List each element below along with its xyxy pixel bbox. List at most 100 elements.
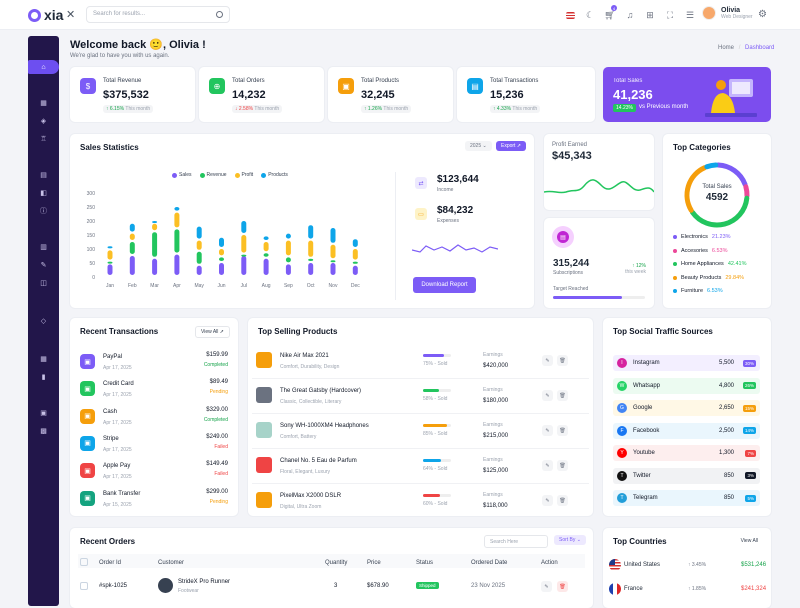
donut-center-value: 4592 bbox=[705, 192, 729, 203]
delete-icon[interactable]: 🗑︎ bbox=[557, 495, 568, 506]
sidebar-item-icons[interactable]: ▩ bbox=[40, 428, 47, 435]
top-selling-title: Top Selling Products bbox=[258, 327, 338, 336]
sidebar-item-stack[interactable]: ◇ bbox=[40, 318, 47, 325]
close-icon[interactable]: ✕ bbox=[66, 9, 76, 21]
google-icon: G bbox=[617, 403, 627, 413]
country-change: ↑ 1.85% bbox=[688, 586, 707, 592]
sidebar-item-apps[interactable]: ▦ bbox=[40, 100, 47, 107]
sidebar-item-dashboard[interactable]: ⌂ bbox=[28, 60, 59, 74]
cart-count-badge: 4 bbox=[611, 5, 617, 11]
edit-icon[interactable]: ✎ bbox=[542, 495, 553, 506]
download-report-button[interactable]: Download Report bbox=[413, 277, 476, 293]
social-row-telegram[interactable]: T Telegram 850 5% bbox=[613, 490, 760, 506]
category-percent: 21.23% bbox=[711, 234, 731, 240]
delete-icon[interactable]: 🗑︎ bbox=[557, 581, 568, 592]
y-tick-label: 300 bbox=[87, 191, 96, 197]
bar-revenue-nov bbox=[330, 260, 336, 263]
social-row-instagram[interactable]: I Instagram 5,500 30% bbox=[613, 355, 760, 371]
apps-icon[interactable]: ⊞ bbox=[646, 9, 654, 20]
sidebar-item-maps[interactable]: ▣ bbox=[40, 410, 47, 417]
delete-icon[interactable]: 🗑︎ bbox=[557, 425, 568, 436]
edit-icon[interactable]: ✎ bbox=[542, 460, 553, 471]
top-countries-title: Top Countries bbox=[613, 537, 667, 546]
category-name: Beauty Products bbox=[681, 274, 722, 281]
product-thumbnail bbox=[256, 387, 272, 403]
social-row-facebook[interactable]: F Facebook 2,500 14% bbox=[613, 422, 760, 439]
app-logo[interactable]: xia bbox=[28, 7, 63, 23]
bar-sales-may bbox=[196, 265, 202, 275]
sidebar-item-packages[interactable]: ◈ bbox=[40, 118, 47, 125]
orders-search-input[interactable]: Search Here bbox=[484, 535, 548, 548]
user-profile[interactable]: Olivia Web Designer bbox=[702, 6, 753, 20]
edit-icon[interactable]: ✎ bbox=[542, 425, 553, 436]
stat-value: 14,232 bbox=[232, 89, 266, 101]
category-percent: 42.41% bbox=[727, 261, 747, 267]
sidebar-item-tables[interactable]: ▦ bbox=[40, 356, 47, 363]
sidebar-item-gifts[interactable]: ◫ bbox=[40, 280, 47, 287]
sidebar-item-awards[interactable]: ♖ bbox=[40, 136, 47, 143]
sidebar-item-pages[interactable]: ▤ bbox=[40, 172, 47, 179]
person-illustration-icon bbox=[705, 79, 757, 117]
sidebar-item-layers[interactable]: ◧ bbox=[40, 190, 47, 197]
transaction-row[interactable]: ▣ Stripe Apr 17, 2025 $249.00 Failed bbox=[80, 434, 228, 454]
year-select[interactable]: 2025 ⌄ bbox=[465, 141, 492, 151]
social-row-youtube[interactable]: Y Youtube 1,300 7% bbox=[613, 445, 760, 461]
breadcrumb-home[interactable]: Home bbox=[718, 45, 735, 51]
delete-icon[interactable]: 🗑︎ bbox=[557, 460, 568, 471]
category-dot bbox=[673, 248, 677, 253]
edit-icon[interactable]: ✎ bbox=[542, 355, 553, 366]
view-all-button[interactable]: View All ➚ bbox=[194, 326, 230, 338]
social-row-whatsapp[interactable]: W Whatsapp 4,800 26% bbox=[613, 377, 760, 394]
social-row-google[interactable]: G Google 2,650 15% bbox=[613, 400, 760, 416]
row-checkbox[interactable] bbox=[80, 582, 88, 590]
subscriptions-card: ▤ 315,244 Subscriptions ↑ 12% this week T… bbox=[544, 218, 654, 308]
search-placeholder: Search for results... bbox=[93, 11, 146, 17]
export-button[interactable]: Export ➚ bbox=[496, 141, 527, 151]
country-name: United States bbox=[624, 562, 661, 568]
cart-icon[interactable]: 🛒︎ 4 bbox=[604, 5, 617, 20]
social-value: 5,500 bbox=[718, 360, 734, 366]
x-tick-label: Jul bbox=[241, 283, 247, 289]
transaction-row[interactable]: ▣ Credit Card Apr 17, 2025 $89.49 Pending bbox=[80, 379, 228, 399]
column-header-quantity: Quantity bbox=[325, 560, 348, 566]
sidebar-item-documents[interactable]: ▥ bbox=[40, 244, 47, 251]
order-id[interactable]: #spk-1025 bbox=[99, 583, 128, 589]
notification-bell-icon[interactable]: ♫︎ bbox=[626, 10, 634, 20]
social-value: 4,800 bbox=[718, 382, 734, 389]
bar-sales-dec bbox=[352, 265, 358, 275]
social-row-twitter[interactable]: T Twitter 850 3% bbox=[613, 467, 760, 484]
transaction-row[interactable]: ▣ PayPal Apr 17, 2025 $159.99 Completed bbox=[80, 352, 228, 372]
select-all-checkbox[interactable] bbox=[80, 558, 88, 566]
language-flag-icon[interactable] bbox=[560, 8, 580, 22]
youtube-icon: Y bbox=[617, 448, 627, 458]
x-tick-label: Mar bbox=[150, 283, 159, 289]
edit-icon[interactable]: ✎ bbox=[542, 390, 553, 401]
bar-profit-dec bbox=[352, 249, 358, 260]
fullscreen-icon[interactable]: ⛶ bbox=[666, 9, 674, 20]
menu-icon[interactable]: ☰ bbox=[685, 9, 695, 20]
total-sales-compare: vs Previous month bbox=[639, 104, 689, 110]
delete-icon[interactable]: 🗑︎ bbox=[557, 355, 568, 366]
sidebar-item-charts[interactable]: ▮ bbox=[41, 374, 46, 381]
transaction-row[interactable]: ▣ Cash Apr 17, 2025 $329.00 Completed bbox=[80, 407, 228, 427]
dark-mode-icon[interactable]: ☾ bbox=[585, 9, 595, 20]
countries-view-all-button[interactable]: View All bbox=[736, 536, 763, 546]
transaction-name: Credit Card bbox=[103, 381, 134, 388]
chart-legend: Sales Revenue Profit Products bbox=[172, 172, 288, 178]
search-input[interactable]: Search for results... bbox=[86, 6, 230, 23]
edit-icon[interactable]: ✎ bbox=[541, 581, 552, 592]
sold-label: 60% - Sold bbox=[423, 501, 448, 507]
income-icon: ⇄ bbox=[415, 177, 427, 189]
transaction-status: Pending bbox=[209, 389, 228, 396]
sidebar-item-tools[interactable]: ✎ bbox=[40, 262, 47, 269]
category-row: Furniture 6.53% bbox=[673, 288, 723, 294]
transaction-row[interactable]: ▣ Apple Pay Apr 17, 2025 $149.49 Failed bbox=[80, 461, 228, 481]
delete-icon[interactable]: 🗑︎ bbox=[557, 390, 568, 401]
stat-card-products: ▣ Total Products 32,245 ↑ 1.26% This mon… bbox=[328, 67, 453, 122]
sort-by-button[interactable]: Sort By ⌄ bbox=[554, 535, 586, 545]
user-name: Olivia bbox=[721, 6, 741, 14]
transaction-row[interactable]: ▣ Bank Transfer Apr 15, 2025 $299.00 Pending bbox=[80, 489, 228, 509]
sidebar-item-info[interactable]: ⓘ bbox=[40, 208, 47, 215]
expenses-value: $84,232 bbox=[437, 205, 474, 216]
settings-gear-icon[interactable]: ⚙ bbox=[758, 9, 767, 20]
